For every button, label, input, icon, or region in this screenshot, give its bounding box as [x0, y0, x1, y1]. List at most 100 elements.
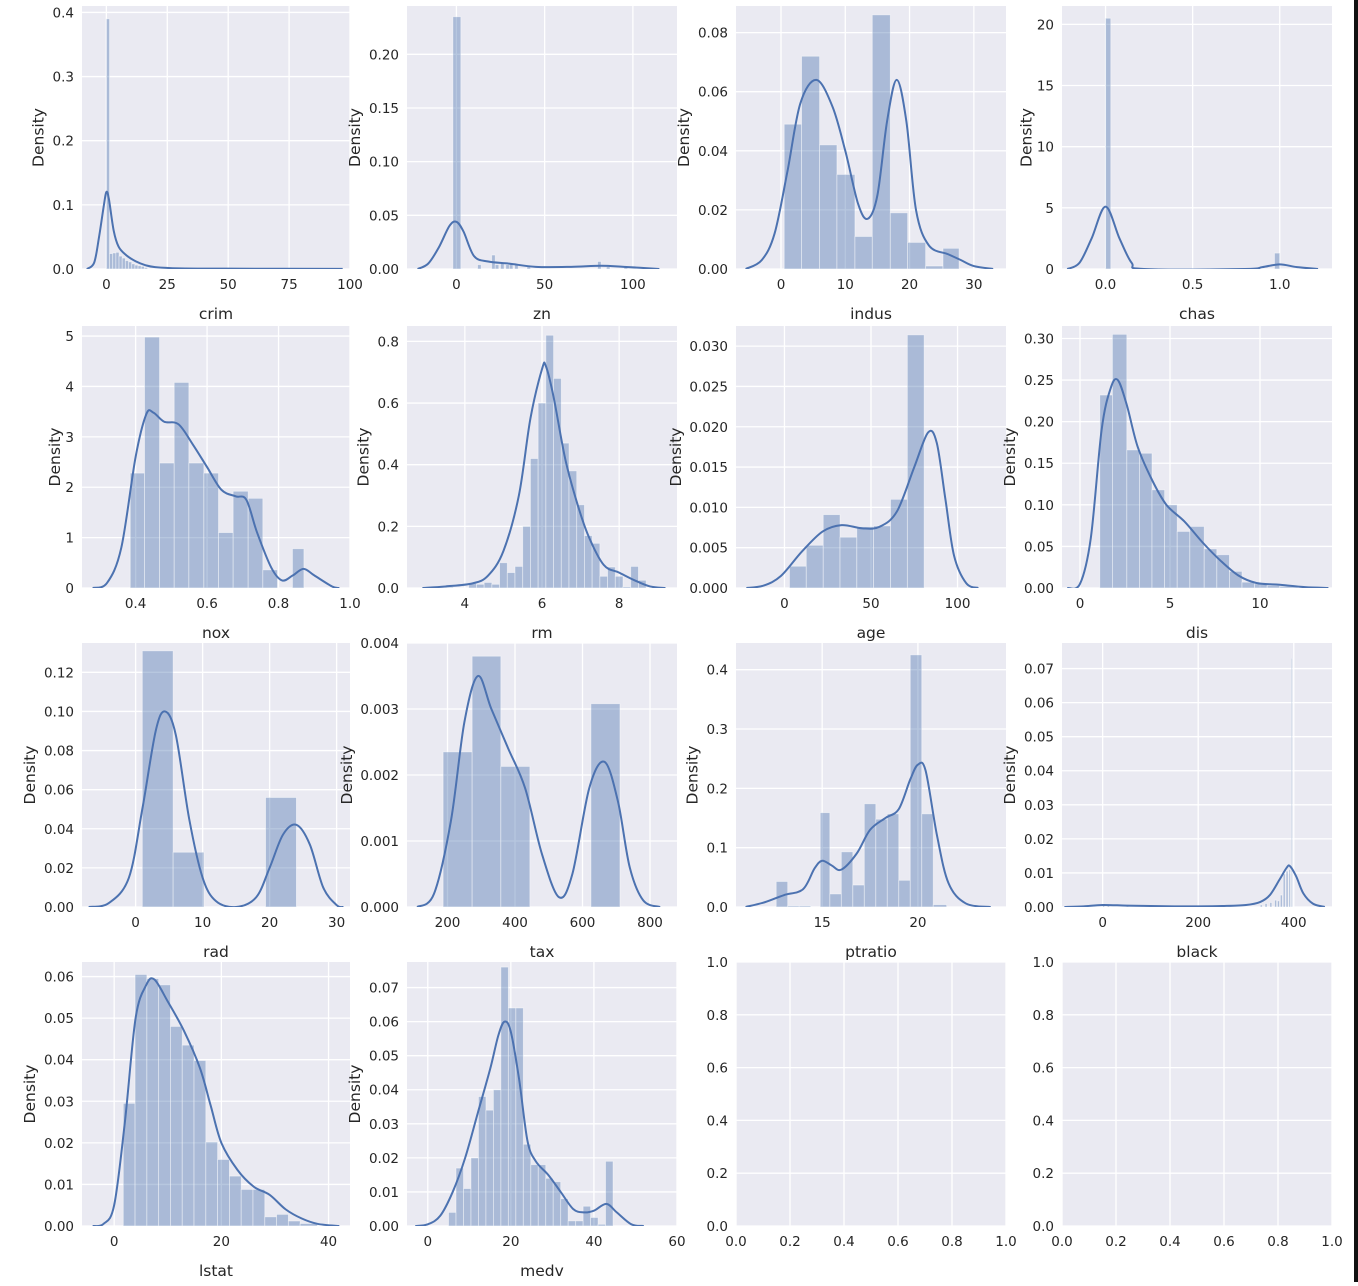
y-tick-label: 0.4 — [53, 5, 74, 21]
histogram-bar — [121, 257, 126, 269]
subplot-medv: 0 20 40 60 0.00 0.01 0.02 0.03 0.04 0.05 0.06 0.07 m… — [346, 962, 686, 1280]
histogram-bar — [798, 905, 812, 907]
histogram-bar — [871, 14, 891, 269]
x-tick-label: 0 — [423, 1234, 432, 1250]
histogram-bar — [129, 472, 145, 588]
y-axis-label: Density — [1001, 746, 1019, 805]
histogram-bar — [143, 267, 148, 269]
histogram-bar — [605, 1160, 614, 1226]
histogram-bar — [1151, 489, 1165, 588]
kde-curve — [745, 761, 991, 907]
histogram-bar — [873, 525, 891, 588]
y-tick-label: 0.4 — [707, 1113, 728, 1129]
y-axis-label: Density — [46, 428, 64, 487]
x-tick-label: 60 — [668, 1234, 685, 1250]
y-tick-label: 0.06 — [698, 85, 728, 101]
y-tick-label: 0.02 — [1024, 832, 1054, 848]
x-tick-label: 10 — [837, 277, 854, 293]
x-tick-label: 200 — [435, 915, 461, 931]
histogram-bar — [514, 566, 524, 588]
histogram-bars — [1102, 657, 1293, 907]
histogram-bar — [590, 1217, 599, 1226]
x-tick-label: 6 — [538, 596, 547, 612]
y-tick-label: 0.03 — [369, 1117, 399, 1133]
histogram-bar — [287, 1220, 301, 1226]
y-tick-label: 0.06 — [44, 970, 74, 986]
y-tick-label: 0.05 — [369, 208, 399, 224]
x-tick-label: 0.4 — [833, 1234, 854, 1250]
y-tick-label: 0.2 — [1033, 1166, 1054, 1182]
y-tick-label: 0.4 — [1033, 1113, 1054, 1129]
histogram-bar — [1176, 531, 1191, 588]
y-tick-label: 0.6 — [707, 1061, 728, 1077]
x-tick-label: 0 — [1098, 915, 1107, 931]
kde-curve — [1066, 205, 1319, 269]
y-tick-label: 0.20 — [1024, 415, 1054, 431]
y-tick-label: 0.1 — [53, 198, 74, 214]
y-tick-label: 0.00 — [369, 262, 399, 278]
histogram-bar — [505, 264, 510, 269]
x-tick-label: 1.0 — [995, 1234, 1016, 1250]
y-axis-label: Density — [338, 746, 356, 805]
y-tick-label: 0.00 — [1024, 900, 1054, 916]
y-tick-label: 0.01 — [369, 1185, 399, 1201]
x-axis-label: nox — [202, 624, 230, 642]
x-axis-label: indus — [850, 305, 892, 323]
histogram-bar — [787, 905, 800, 907]
histogram-bar — [560, 442, 570, 588]
histogram-bar — [181, 1044, 195, 1226]
histogram-bars — [448, 966, 614, 1226]
x-tick-label: 0 — [110, 1234, 119, 1250]
histogram-bar — [622, 586, 632, 588]
histogram-bars — [105, 18, 148, 269]
y-tick-label: 5 — [1045, 201, 1054, 217]
x-tick-label: 1.0 — [1321, 1234, 1342, 1250]
y-tick-label: 0.01 — [1024, 866, 1054, 882]
x-tick-label: 0.0 — [1051, 1234, 1072, 1250]
x-tick-label: 100 — [620, 277, 646, 293]
y-tick-label: 0.10 — [1024, 498, 1054, 514]
y-axis-label: Density — [683, 746, 701, 805]
histogram-bar — [590, 703, 621, 907]
y-tick-label: 0.02 — [44, 1136, 74, 1152]
kde-curve — [92, 409, 340, 588]
histogram-bar — [140, 266, 145, 269]
y-tick-label: 0.00 — [1024, 581, 1054, 597]
subplot-lstat: 0 20 40 0.00 0.01 0.02 0.03 0.04 0.05 0.06 lstat De… — [21, 962, 350, 1280]
x-axis-label: zn — [533, 305, 551, 323]
histogram-bar — [515, 1007, 524, 1226]
histogram-bar — [886, 813, 900, 907]
y-tick-label: 0.01 — [44, 1177, 74, 1193]
kde-curve — [1064, 864, 1326, 907]
subplot-dis: 0 5 10 0.00 0.05 0.10 0.15 0.20 0.25 0.30 dis Densi… — [1001, 326, 1332, 642]
y-tick-label: 0.003 — [360, 702, 399, 718]
y-tick-label: 0.2 — [707, 781, 728, 797]
histogram-bars — [122, 974, 318, 1226]
y-tick-label: 0 — [65, 581, 74, 597]
histogram-bar — [228, 1175, 242, 1226]
subplot-rad: 0 10 20 30 0.00 0.02 0.04 0.06 0.08 0.10 0.12 rad De… — [21, 643, 350, 961]
subplot-rm: 4 6 8 0.0 0.2 0.4 0.6 0.8 rm Density — [354, 326, 677, 642]
histogram-bar — [856, 526, 874, 588]
y-tick-label: 0.001 — [360, 834, 399, 850]
y-tick-label: 0.020 — [689, 420, 728, 436]
y-tick-label: 0.0 — [1033, 1219, 1054, 1235]
y-axis-label: Density — [346, 108, 364, 167]
histogram-bar — [801, 55, 820, 269]
histogram-bar — [1277, 900, 1280, 907]
x-tick-label: 30 — [965, 277, 982, 293]
y-tick-label: 0.2 — [378, 519, 399, 535]
axes-background — [1062, 643, 1332, 907]
x-axis-label: rm — [531, 624, 552, 642]
y-tick-label: 0.04 — [369, 1083, 399, 1099]
histogram-bar — [491, 583, 500, 588]
x-tick-label: 5 — [1166, 596, 1175, 612]
y-tick-label: 0.30 — [1024, 331, 1054, 347]
x-tick-label: 50 — [536, 277, 553, 293]
x-axis-label: tax — [530, 943, 555, 961]
x-tick-label: 0.5 — [1182, 277, 1203, 293]
x-tick-label: 0 — [780, 596, 789, 612]
x-tick-label: 15 — [814, 915, 831, 931]
histogram-bar — [158, 984, 171, 1226]
y-tick-label: 0.010 — [689, 500, 728, 516]
